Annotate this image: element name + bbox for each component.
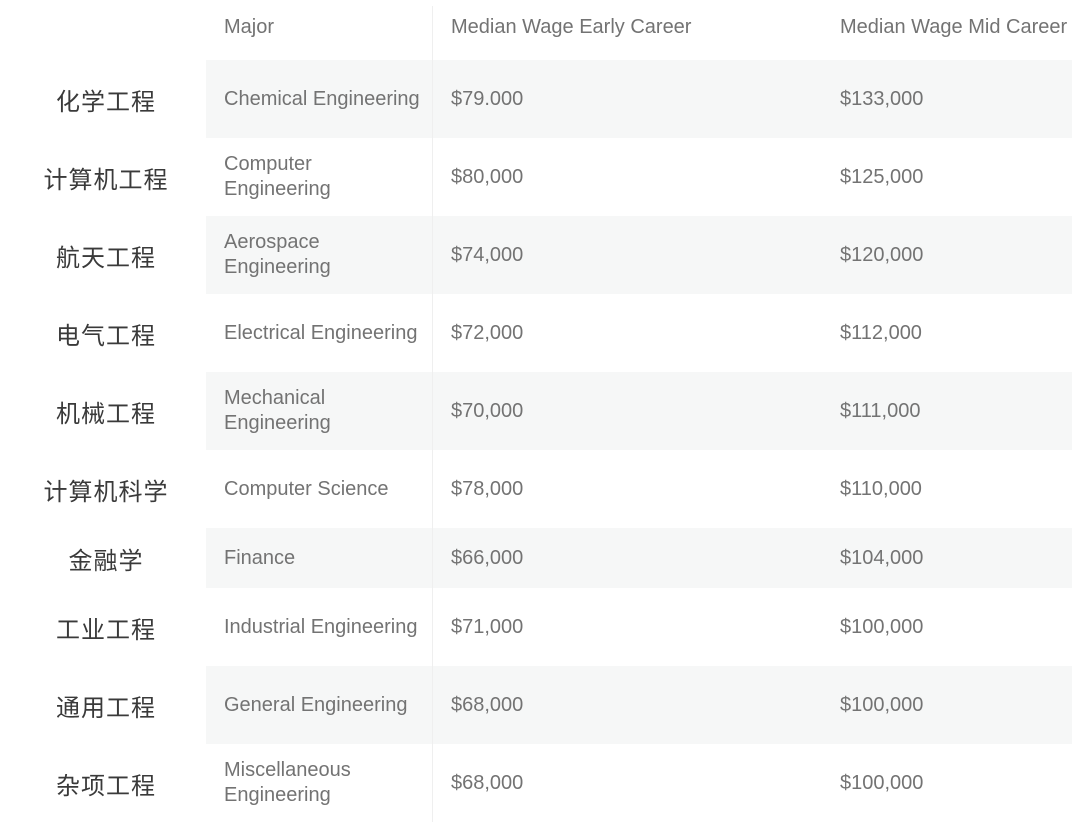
table-row: 计算机工程Computer Engineering$80,000$125,000 xyxy=(6,138,1072,216)
col-header-mid: Median Wage Mid Career xyxy=(822,6,1072,60)
table-row: 化学工程Chemical Engineering$79.000$133,000 xyxy=(6,60,1072,138)
row-early-wage: $78,000 xyxy=(432,450,822,528)
row-early-wage: $66,000 xyxy=(432,528,822,588)
row-annotation: 金融学 xyxy=(6,528,206,588)
table-row: 工业工程Industrial Engineering$71,000$100,00… xyxy=(6,588,1072,666)
table-row: 机械工程Mechanical Engineering$70,000$111,00… xyxy=(6,372,1072,450)
row-mid-wage: $100,000 xyxy=(822,666,1072,744)
row-major: Chemical Engineering xyxy=(206,60,432,138)
table-row: 航天工程Aerospace Engineering$74,000$120,000 xyxy=(6,216,1072,294)
row-early-wage: $70,000 xyxy=(432,372,822,450)
table-header-row: Major Median Wage Early Career Median Wa… xyxy=(6,6,1072,60)
row-mid-wage: $100,000 xyxy=(822,588,1072,666)
row-mid-wage: $125,000 xyxy=(822,138,1072,216)
row-mid-wage: $110,000 xyxy=(822,450,1072,528)
row-major: Computer Engineering xyxy=(206,138,432,216)
table-row: 杂项工程Miscellaneous Engineering$68,000$100… xyxy=(6,744,1072,822)
wage-table: Major Median Wage Early Career Median Wa… xyxy=(6,6,1072,822)
row-annotation: 杂项工程 xyxy=(6,744,206,822)
row-annotation: 计算机科学 xyxy=(6,450,206,528)
col-header-early: Median Wage Early Career xyxy=(432,6,822,60)
row-major: Electrical Engineering xyxy=(206,294,432,372)
row-major: Computer Science xyxy=(206,450,432,528)
row-mid-wage: $111,000 xyxy=(822,372,1072,450)
row-annotation: 机械工程 xyxy=(6,372,206,450)
row-annotation: 化学工程 xyxy=(6,60,206,138)
row-early-wage: $68,000 xyxy=(432,666,822,744)
row-major: Finance xyxy=(206,528,432,588)
row-annotation: 计算机工程 xyxy=(6,138,206,216)
row-early-wage: $79.000 xyxy=(432,60,822,138)
col-header-major: Major xyxy=(206,6,432,60)
row-mid-wage: $120,000 xyxy=(822,216,1072,294)
wage-table-container: Major Median Wage Early Career Median Wa… xyxy=(0,0,1080,832)
row-mid-wage: $104,000 xyxy=(822,528,1072,588)
row-mid-wage: $133,000 xyxy=(822,60,1072,138)
table-row: 通用工程General Engineering$68,000$100,000 xyxy=(6,666,1072,744)
row-early-wage: $68,000 xyxy=(432,744,822,822)
col-header-annotation xyxy=(6,6,206,60)
row-major: Industrial Engineering xyxy=(206,588,432,666)
row-early-wage: $71,000 xyxy=(432,588,822,666)
row-annotation: 航天工程 xyxy=(6,216,206,294)
row-major: Miscellaneous Engineering xyxy=(206,744,432,822)
row-early-wage: $72,000 xyxy=(432,294,822,372)
row-major: Mechanical Engineering xyxy=(206,372,432,450)
table-row: 电气工程Electrical Engineering$72,000$112,00… xyxy=(6,294,1072,372)
row-major: Aerospace Engineering xyxy=(206,216,432,294)
row-annotation: 通用工程 xyxy=(6,666,206,744)
row-early-wage: $80,000 xyxy=(432,138,822,216)
table-row: 计算机科学Computer Science$78,000$110,000 xyxy=(6,450,1072,528)
table-row: 金融学Finance$66,000$104,000 xyxy=(6,528,1072,588)
row-major: General Engineering xyxy=(206,666,432,744)
row-annotation: 工业工程 xyxy=(6,588,206,666)
row-mid-wage: $112,000 xyxy=(822,294,1072,372)
row-mid-wage: $100,000 xyxy=(822,744,1072,822)
row-early-wage: $74,000 xyxy=(432,216,822,294)
row-annotation: 电气工程 xyxy=(6,294,206,372)
